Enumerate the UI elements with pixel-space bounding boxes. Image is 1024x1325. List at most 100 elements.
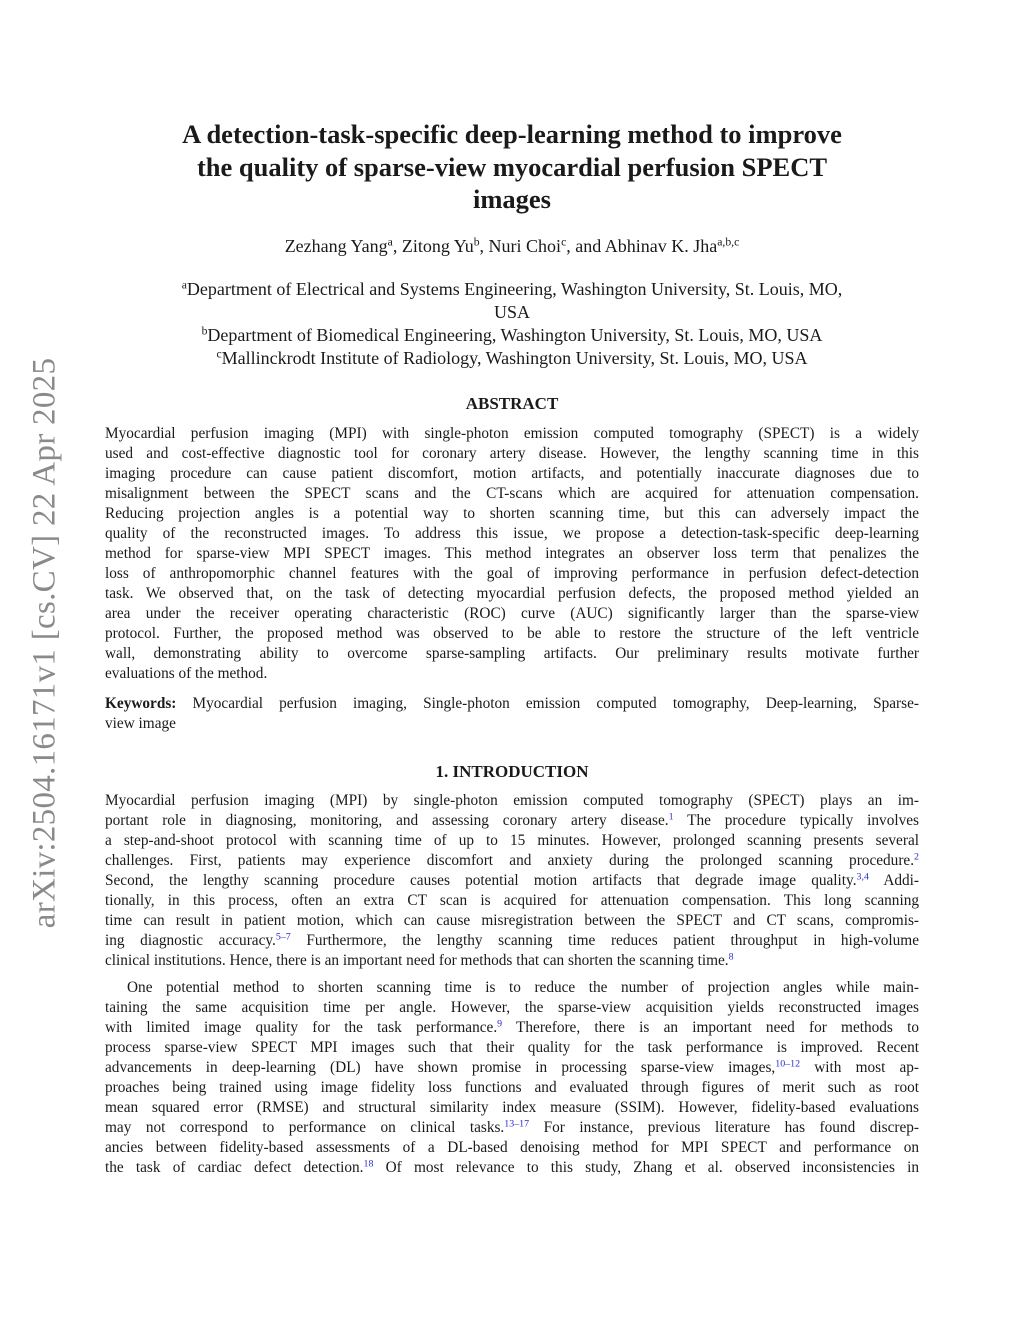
text-line: Keywords: Myocardial perfusion imaging, … <box>105 694 919 714</box>
affiliation-superscript: b <box>201 324 208 338</box>
keywords: Keywords: Myocardial perfusion imaging, … <box>105 694 919 734</box>
intro-paragraph-1: Myocardial perfusion imaging (MPI) by si… <box>105 791 919 971</box>
text-run: ing diagnostic accuracy. <box>105 932 276 949</box>
affiliation-superscript: c <box>216 347 222 361</box>
abstract-body: Myocardial perfusion imaging (MPI) with … <box>105 424 919 684</box>
citation-link[interactable]: 3,4 <box>856 871 869 883</box>
text-run: protocol. Further, the proposed method w… <box>105 625 919 642</box>
text-run: wall, demonstrating ability to overcome … <box>105 645 919 662</box>
author-list: Zezhang Yanga, Zitong Yub, Nuri Choic, a… <box>0 236 1024 257</box>
text-run: Therefore, there is an important need fo… <box>502 1019 919 1036</box>
text-line: quality of the reconstructed images. To … <box>105 524 919 544</box>
text-line: loss of anthropomorphic channel features… <box>105 564 919 584</box>
text-run: The procedure typically involves <box>673 812 919 829</box>
text-line: may not correspond to performance on cli… <box>105 1118 919 1138</box>
text-run: challenges. First, patients may experien… <box>105 852 915 869</box>
text-run: Of most relevance to this study, Zhang e… <box>373 1159 920 1176</box>
text-run: task. We observed that, on the task of d… <box>105 585 919 602</box>
title-line: images <box>472 184 551 214</box>
citation-link[interactable]: 13–17 <box>504 1118 530 1130</box>
text-line: USA <box>0 301 1024 324</box>
text-line: used and cost-effective diagnostic tool … <box>105 444 919 464</box>
title-line: the quality of sparse-view myocardial pe… <box>196 151 828 182</box>
text-line: with limited image quality for the task … <box>105 1018 919 1038</box>
citation-link[interactable]: 18 <box>363 1158 374 1170</box>
text-run: time can result in patient motion, which… <box>105 912 919 929</box>
text-run: Myocardial perfusion imaging (MPI) by si… <box>105 792 919 809</box>
text-run: method for sparse-view MPI SPECT images.… <box>105 545 919 562</box>
text-line: challenges. First, patients may experien… <box>105 851 919 871</box>
text-run: with most ap- <box>800 1059 919 1076</box>
text-line: misalignment between the SPECT scans and… <box>105 484 919 504</box>
text-run: with limited image quality for the task … <box>105 1019 498 1036</box>
section-heading-introduction: 1. INTRODUCTION <box>435 762 589 781</box>
text-run: , and Abhinav K. Jha <box>566 236 718 256</box>
affiliation-superscript: b <box>473 235 480 249</box>
text-run: proaches being trained using image fidel… <box>105 1079 919 1096</box>
text-line: bDepartment of Biomedical Engineering, W… <box>0 324 1024 347</box>
paper-title: A detection-task-specific deep-learning … <box>0 118 1024 216</box>
text-line: process sparse-view SPECT MPI images suc… <box>105 1038 919 1058</box>
text-line: ing diagnostic accuracy.5–7 Furthermore,… <box>105 931 919 951</box>
arxiv-identifier-stamp: arXiv:2504.16171v1 [cs.CV] 22 Apr 2025 <box>26 357 63 929</box>
text-run: misalignment between the SPECT scans and… <box>105 485 919 502</box>
text-line: Myocardial perfusion imaging (MPI) with … <box>105 424 919 444</box>
keywords-label: Keywords: <box>105 695 177 712</box>
text-run: , Zitong Yu <box>392 236 474 256</box>
text-line: method for sparse-view MPI SPECT images.… <box>105 544 919 564</box>
text-line: view image <box>105 714 919 734</box>
text-line: Second, the lengthy scanning procedure c… <box>105 871 919 891</box>
text-line: Zezhang Yanga, Zitong Yub, Nuri Choic, a… <box>0 236 1024 257</box>
text-run: Zezhang Yang <box>284 236 388 256</box>
citation-link[interactable]: 10–12 <box>775 1058 801 1070</box>
text-run: clinical institutions. Hence, there is a… <box>105 952 729 969</box>
text-line: time can result in patient motion, which… <box>105 911 919 931</box>
text-run: process sparse-view SPECT MPI images suc… <box>105 1039 919 1056</box>
text-run: Mallinckrodt Institute of Radiology, Was… <box>221 348 808 368</box>
text-line: clinical institutions. Hence, there is a… <box>105 951 919 971</box>
text-line: tionally, in this process, often an extr… <box>105 891 919 911</box>
text-line: evaluations of the method. <box>105 664 919 684</box>
text-run: Second, the lengthy scanning procedure c… <box>105 872 857 889</box>
text-run: advancements in deep-learning (DL) have … <box>105 1059 776 1076</box>
text-run: Myocardial perfusion imaging (MPI) with … <box>105 425 919 442</box>
text-run: ancies between fidelity-based assessment… <box>105 1139 919 1156</box>
text-run: used and cost-effective diagnostic tool … <box>105 445 919 462</box>
text-run: Department of Electrical and Systems Eng… <box>186 279 843 299</box>
text-run: the task of cardiac defect detection. <box>105 1159 364 1176</box>
text-run: evaluations of the method. <box>105 665 268 682</box>
text-run: a step-and-shoot protocol with scanning … <box>105 832 919 849</box>
text-run: quality of the reconstructed images. To … <box>105 525 919 542</box>
text-line: portant role in diagnosing, monitoring, … <box>105 811 919 831</box>
affiliation-superscript: c <box>561 235 567 249</box>
text-line: One potential method to shorten scanning… <box>105 978 919 998</box>
citation-link[interactable]: 5–7 <box>275 931 291 943</box>
citation-link[interactable]: 2 <box>914 851 919 863</box>
text-run: One potential method to shorten scanning… <box>127 979 919 996</box>
text-line: imaging procedure can cause patient disc… <box>105 464 919 484</box>
text-run: For instance, previous literature has fo… <box>529 1119 919 1136</box>
text-line: a step-and-shoot protocol with scanning … <box>105 831 919 851</box>
intro-paragraph-2: One potential method to shorten scanning… <box>105 978 919 1178</box>
text-line: proaches being trained using image fidel… <box>105 1078 919 1098</box>
text-line: taining the same acquisition time per an… <box>105 998 919 1018</box>
text-run: may not correspond to performance on cli… <box>105 1119 505 1136</box>
citation-link[interactable]: 8 <box>728 951 734 963</box>
affiliation-superscript: a <box>181 278 187 292</box>
text-line: Myocardial perfusion imaging (MPI) by si… <box>105 791 919 811</box>
text-run: taining the same acquisition time per an… <box>105 999 919 1016</box>
text-run: Furthermore, the lengthy scanning time r… <box>290 932 919 949</box>
text-run: Reducing projection angles is a potentia… <box>105 505 919 522</box>
text-line: wall, demonstrating ability to overcome … <box>105 644 919 664</box>
text-line: cMallinckrodt Institute of Radiology, Wa… <box>0 347 1024 370</box>
text-line: protocol. Further, the proposed method w… <box>105 624 919 644</box>
text-run: imaging procedure can cause patient disc… <box>105 465 919 482</box>
text-line: aDepartment of Electrical and Systems En… <box>0 278 1024 301</box>
title-line: A detection-task-specific deep-learning … <box>182 119 842 149</box>
text-line: advancements in deep-learning (DL) have … <box>105 1058 919 1078</box>
text-run: USA <box>493 302 530 322</box>
text-run: portant role in diagnosing, monitoring, … <box>105 812 669 829</box>
text-line: mean squared error (RMSE) and structural… <box>105 1098 919 1118</box>
citation-link[interactable]: 1 <box>668 811 674 823</box>
citation-link[interactable]: 9 <box>497 1018 503 1030</box>
